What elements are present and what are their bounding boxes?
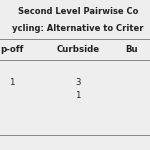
Text: Curbside: Curbside xyxy=(56,45,100,54)
Text: Second Level Pairwise Co: Second Level Pairwise Co xyxy=(18,8,138,16)
Text: 1: 1 xyxy=(9,78,15,87)
Text: 1: 1 xyxy=(75,92,81,100)
Text: Bu: Bu xyxy=(126,45,138,54)
Text: 3: 3 xyxy=(75,78,81,87)
Text: ycling: Alternative to Criter: ycling: Alternative to Criter xyxy=(12,24,144,33)
Text: p-off: p-off xyxy=(0,45,24,54)
